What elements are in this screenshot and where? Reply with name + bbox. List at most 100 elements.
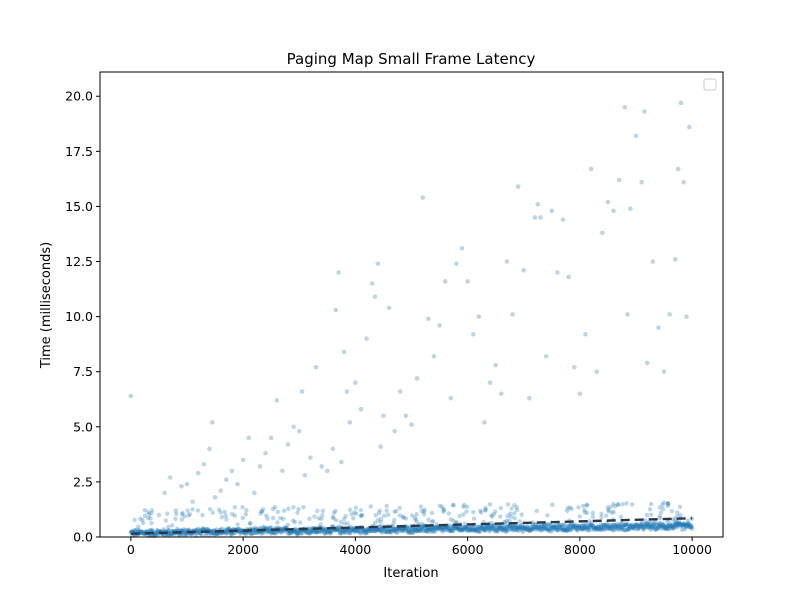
data-point xyxy=(418,504,424,509)
data-point xyxy=(495,527,500,532)
data-point xyxy=(440,529,445,534)
data-point xyxy=(650,522,656,528)
data-point xyxy=(481,527,486,532)
data-point xyxy=(279,530,284,535)
data-point xyxy=(398,526,403,532)
data-point xyxy=(387,527,393,533)
data-point xyxy=(201,461,207,467)
data-point xyxy=(456,526,461,531)
data-point xyxy=(675,510,680,515)
data-point xyxy=(471,527,477,533)
data-point xyxy=(468,526,473,532)
data-point xyxy=(336,270,341,275)
data-point xyxy=(379,529,384,534)
data-point xyxy=(560,528,565,533)
data-point xyxy=(219,514,225,520)
data-point xyxy=(368,528,374,534)
data-point xyxy=(386,305,392,311)
data-point xyxy=(537,525,543,530)
data-point xyxy=(507,511,513,516)
data-point xyxy=(321,526,327,531)
data-point xyxy=(545,527,550,532)
data-point xyxy=(615,502,620,507)
data-point xyxy=(224,530,229,535)
data-point xyxy=(678,523,684,529)
data-point xyxy=(677,522,682,527)
data-point xyxy=(280,527,285,533)
data-point xyxy=(565,505,570,511)
data-point xyxy=(323,530,328,536)
data-point xyxy=(657,515,662,521)
data-point xyxy=(658,523,664,529)
data-point xyxy=(516,525,522,530)
data-point xyxy=(319,529,324,535)
data-point xyxy=(379,530,385,535)
data-point xyxy=(350,527,356,532)
data-point xyxy=(465,528,470,534)
data-point xyxy=(658,510,664,515)
data-point xyxy=(315,508,320,514)
data-point xyxy=(576,505,581,510)
data-point xyxy=(482,525,488,530)
data-point xyxy=(146,511,152,517)
data-point xyxy=(665,501,670,506)
data-point xyxy=(590,523,595,528)
data-point xyxy=(616,177,622,183)
data-point xyxy=(492,509,498,514)
data-point xyxy=(154,532,159,538)
data-point xyxy=(481,524,486,530)
data-point xyxy=(678,522,683,527)
data-point xyxy=(647,521,653,527)
data-point xyxy=(335,526,340,531)
data-point xyxy=(529,527,535,532)
data-point xyxy=(527,528,532,533)
data-point xyxy=(573,527,579,532)
data-point xyxy=(446,527,451,533)
data-point xyxy=(600,526,605,532)
data-point xyxy=(408,530,414,535)
data-point xyxy=(671,525,676,531)
data-point xyxy=(467,528,473,533)
data-point xyxy=(313,365,319,370)
data-point xyxy=(561,527,566,532)
data-point xyxy=(608,522,613,528)
data-point xyxy=(584,503,590,508)
data-point xyxy=(627,524,632,529)
data-point xyxy=(168,531,173,536)
data-point xyxy=(450,524,455,530)
data-point xyxy=(391,527,396,533)
data-point xyxy=(266,529,271,534)
data-point xyxy=(558,526,564,531)
data-point xyxy=(579,526,584,532)
y-tick-label: 20.0 xyxy=(65,89,93,104)
data-point xyxy=(223,513,228,518)
data-point xyxy=(195,528,200,533)
data-point xyxy=(497,524,502,529)
data-point xyxy=(402,527,407,532)
data-point xyxy=(419,521,424,526)
data-point xyxy=(582,510,588,515)
data-point xyxy=(359,513,364,518)
data-point xyxy=(382,513,387,518)
data-point xyxy=(239,529,244,535)
data-point xyxy=(447,528,452,534)
data-point xyxy=(462,521,468,527)
data-point xyxy=(656,524,662,530)
data-point xyxy=(393,527,398,532)
data-point xyxy=(625,526,631,532)
data-point xyxy=(525,525,530,530)
data-point xyxy=(330,514,336,520)
data-point xyxy=(665,523,670,529)
data-point xyxy=(320,508,326,514)
data-point xyxy=(199,533,205,538)
data-point xyxy=(678,100,684,106)
data-point xyxy=(505,502,511,507)
data-point xyxy=(638,524,643,529)
data-point xyxy=(308,455,313,460)
data-point xyxy=(593,525,599,531)
data-point xyxy=(353,528,358,534)
data-point xyxy=(368,504,374,509)
data-point xyxy=(688,525,693,530)
data-point xyxy=(264,513,269,518)
